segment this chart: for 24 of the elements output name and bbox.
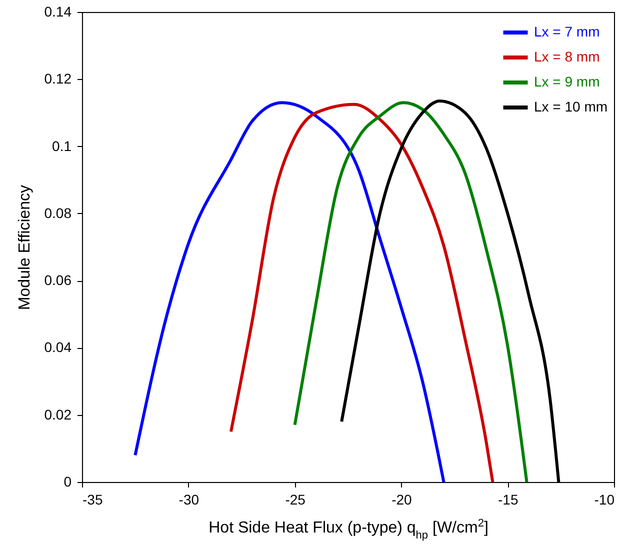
y-tick-label: 0 [64,474,72,490]
line-series [134,101,446,484]
legend-label: Lx = 10 mm [534,98,608,114]
y-tick-label: 0.14 [44,4,72,20]
x-tick-label: -10 [594,492,615,508]
line-series [293,101,528,484]
x-tick-label: -30 [178,492,200,508]
x-tick-label: -20 [392,492,412,508]
x-tick-label: -35 [82,492,103,508]
y-axis-title: Module Efficiency [16,184,34,310]
legend-label: Lx = 8 mm [534,48,600,64]
line-series [229,102,494,484]
line-series [340,99,560,484]
y-tick-label: 0.02 [44,406,72,422]
y-tick-label: 0.1 [52,138,72,154]
x-axis-title: Hot Side Heat Flux (p-type) q$_{hp}$ [W/cm$^{2}$] [208,518,488,542]
legend-label: Lx = 9 mm [534,74,600,90]
y-tick-label: 0.06 [44,272,72,288]
legend-label: Lx = 7 mm [534,24,600,40]
y-tick-label: 0.12 [44,70,72,87]
y-tick-label: 0.04 [44,339,72,356]
y-tick-label: 0.08 [44,204,72,221]
x-tick-label: -15 [498,492,518,508]
x-tick-label: -25 [285,492,306,508]
